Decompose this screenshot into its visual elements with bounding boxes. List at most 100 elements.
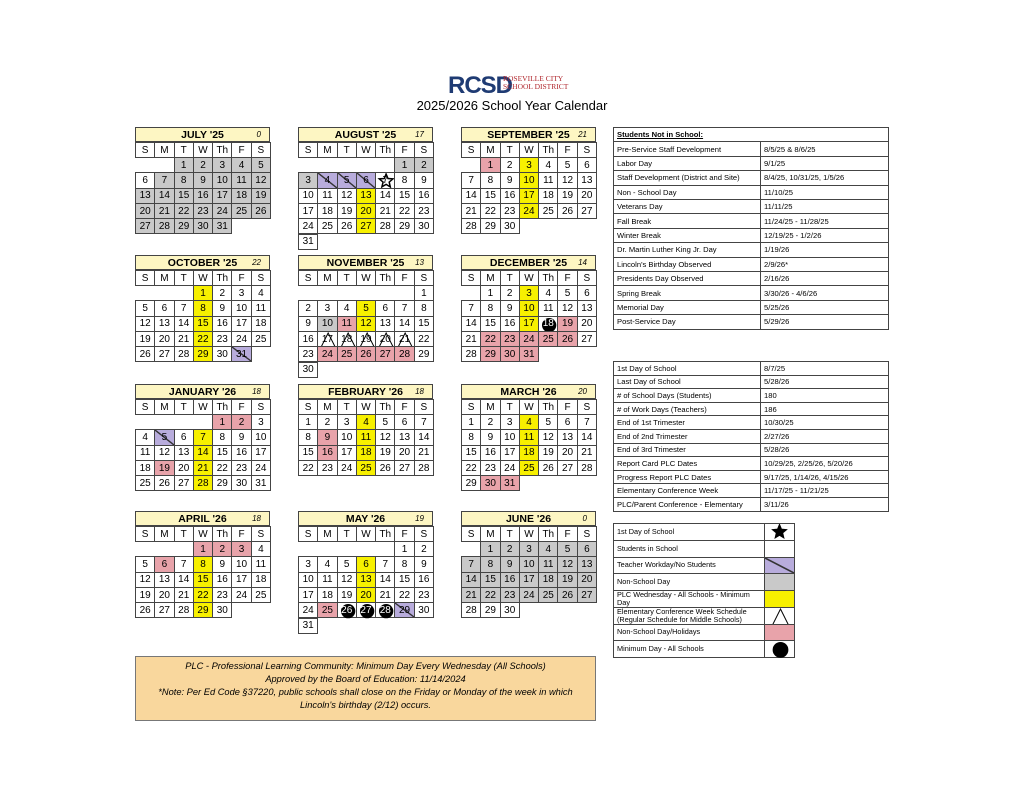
day-cell: 18 <box>317 202 338 220</box>
weekday-label: S <box>461 526 482 543</box>
day-cell: 6 <box>355 172 377 189</box>
day-number: 27 <box>581 205 593 217</box>
day-cell: 26 <box>250 202 271 220</box>
day-number: 16 <box>418 574 430 586</box>
day-number: 19 <box>158 462 170 474</box>
day-number: 22 <box>399 205 411 217</box>
day-cell: 28 <box>375 602 396 619</box>
day-number: 6 <box>584 543 590 555</box>
day-cell: 15 <box>192 315 214 332</box>
day-cell: 28 <box>576 459 597 477</box>
day-number: 3 <box>305 174 311 186</box>
day-number: 21 <box>465 205 477 217</box>
starfill-shape <box>771 524 788 539</box>
day-cell: 22 <box>480 586 501 604</box>
day-cell: 26 <box>375 459 396 477</box>
day-cell: 27 <box>135 218 156 235</box>
day-cell: 3 <box>499 414 520 431</box>
legend-swatch <box>764 623 795 642</box>
weekday-label: S <box>576 526 597 543</box>
day-cell: 22 <box>480 330 501 348</box>
legend-swatch <box>764 539 795 558</box>
day-cell: 5 <box>336 556 357 573</box>
day-number: 26 <box>360 348 372 360</box>
day-number: 4 <box>343 302 350 314</box>
day-number: 18 <box>236 190 248 202</box>
day-number: 30 <box>216 348 228 360</box>
day-cell: 16 <box>480 444 501 461</box>
day-number: 16 <box>484 447 496 459</box>
day-number: 28 <box>197 477 209 489</box>
day-number: 16 <box>236 447 248 459</box>
day-number: 19 <box>360 333 372 345</box>
day-number: 10 <box>504 431 516 443</box>
day-cell: 3 <box>317 300 338 317</box>
closure-label: Presidents Day Observed <box>613 271 761 287</box>
circle-symbol <box>772 642 789 658</box>
day-number: 27 <box>360 220 372 232</box>
day-number: 31 <box>302 236 314 248</box>
day-cell: 7 <box>413 414 434 431</box>
day-number: 9 <box>324 431 331 443</box>
weekday-label: S <box>135 526 156 543</box>
day-number: 27 <box>139 220 151 232</box>
month-header: JUNE '26 0 <box>461 511 596 526</box>
day-number: 23 <box>504 205 516 217</box>
day-number: 14 <box>465 574 477 586</box>
day-cell: 30 <box>499 602 520 619</box>
day-cell: 27 <box>375 346 396 363</box>
day-number: 4 <box>142 431 148 443</box>
day-number: 29 <box>484 220 496 232</box>
weekday-label: S <box>461 399 482 416</box>
weekday-label: F <box>231 142 252 159</box>
day-cell: 17 <box>336 444 357 461</box>
day-cell: 7 <box>375 556 396 573</box>
day-number: 3 <box>219 159 226 171</box>
day-number: 26 <box>562 205 574 217</box>
day-number: 20 <box>139 205 151 217</box>
day-number: 12 <box>562 558 574 570</box>
day-number: 28 <box>581 462 593 474</box>
day-number: 19 <box>341 589 353 601</box>
day-cell: 29 <box>461 475 482 492</box>
day-cell: 8 <box>192 556 214 573</box>
month-header: JULY '25 0 <box>135 127 270 142</box>
day-cell: 2 <box>413 157 434 174</box>
day-number: 19 <box>562 318 574 330</box>
day-cell: 25 <box>538 202 559 220</box>
weekday-label: Th <box>212 399 233 416</box>
day-cell: 1 <box>298 414 319 431</box>
month-header: JANUARY '26 18 <box>135 384 270 399</box>
weekday-label: M <box>154 270 175 287</box>
day-cell: 1 <box>413 285 434 302</box>
day-number: 18 <box>321 589 333 601</box>
day-cell: 3 <box>250 414 271 431</box>
closure-date: 11/11/25 <box>760 199 889 215</box>
day-number: 6 <box>363 174 369 186</box>
day-number: 4 <box>526 416 532 428</box>
day-number: 17 <box>302 205 314 217</box>
day-number: 27 <box>581 333 593 345</box>
day-number: 21 <box>418 447 430 459</box>
day-number: 4 <box>545 287 552 299</box>
day-cell: 2 <box>499 541 520 558</box>
day-cell: 10 <box>317 315 338 332</box>
note-line: PLC - Professional Learning Community: M… <box>185 661 546 671</box>
day-number: 25 <box>321 220 333 232</box>
day-number: 15 <box>465 447 477 459</box>
day-cell: 10 <box>250 429 271 446</box>
day-number: 14 <box>379 190 391 202</box>
month-name: MARCH '26 <box>500 385 557 398</box>
weekday-label: S <box>135 399 156 416</box>
weekday-label: S <box>250 270 271 287</box>
circle-shape <box>772 642 789 658</box>
starfill-symbol <box>771 524 788 539</box>
month-header: AUGUST '25 17 <box>298 127 433 142</box>
day-number: 16 <box>302 333 314 345</box>
day-cell: 12 <box>557 300 578 317</box>
day-cell: 14 <box>192 444 214 461</box>
day-cell: 26 <box>336 602 357 619</box>
day-number: 3 <box>526 543 532 555</box>
weekday-label: F <box>394 142 415 159</box>
day-number: 20 <box>360 205 372 217</box>
